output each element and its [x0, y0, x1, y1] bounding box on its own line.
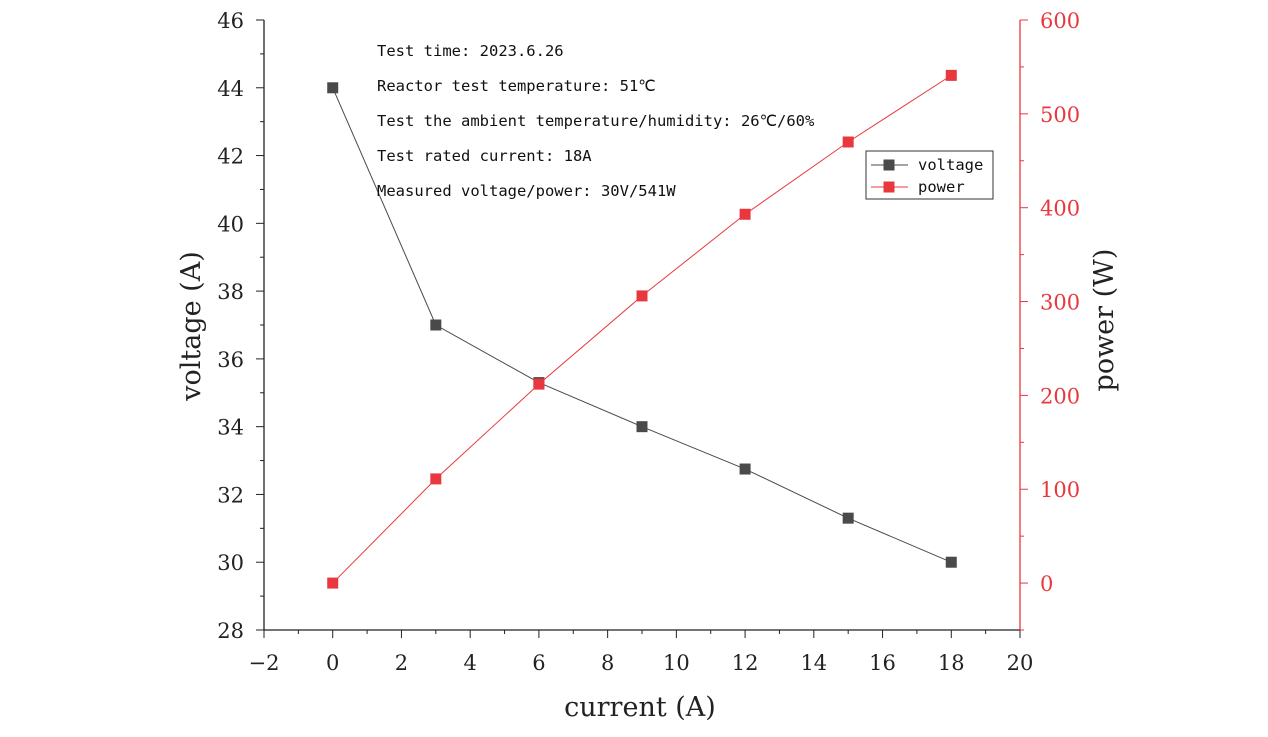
axis-ticks [256, 19, 1028, 638]
y-tick-label: 44 [217, 77, 244, 101]
tick-labels: −2 0 2 4 6 8 10 12 14 16 18 20283032343638404244460… [217, 9, 1080, 675]
series-power-point [636, 290, 648, 302]
x-tick-label: 18 [938, 651, 965, 675]
series-voltage-point [739, 463, 751, 475]
series-voltage-point [327, 82, 339, 94]
y2-tick-label: 400 [1040, 197, 1080, 221]
x-tick-label: 14 [800, 651, 827, 675]
y-tick-label: 38 [217, 280, 244, 304]
series-voltage-point [430, 319, 442, 331]
y2-tick-label: 300 [1040, 291, 1080, 315]
y-tick-label: 34 [217, 416, 244, 440]
y-tick-label: 32 [217, 483, 244, 507]
x-axis-title: current (A) [564, 692, 716, 723]
x-tick-label: 4 [463, 651, 476, 675]
series-voltage-point [842, 512, 854, 524]
y2-tick-label: 0 [1040, 572, 1053, 596]
annotation-rated-current: Test rated current: 18A [377, 147, 592, 165]
y-tick-label: 40 [217, 212, 244, 236]
series-power-point [945, 69, 957, 81]
series-power-point [430, 473, 442, 485]
y-tick-label: 30 [217, 551, 244, 575]
legend-power-label: power [918, 178, 965, 196]
series-power-point [739, 208, 751, 220]
y-axis-title: voltage (A) [176, 251, 207, 402]
series-power-point [327, 577, 339, 589]
legend-voltage-marker [883, 159, 895, 171]
x-tick-label: 10 [663, 651, 690, 675]
y2-tick-label: 500 [1040, 103, 1080, 127]
x-tick-label: 20 [1007, 651, 1034, 675]
series-power-point [842, 136, 854, 148]
x-tick-label: 12 [732, 651, 759, 675]
y2-tick-label: 200 [1040, 384, 1080, 408]
y-tick-label: 46 [217, 9, 244, 33]
axes [263, 20, 1021, 631]
annotation-test-time: Test time: 2023.6.26 [377, 42, 564, 60]
annotation-block: Test time: 2023.6.26 Reactor test temper… [377, 42, 815, 200]
legend: voltage power [865, 150, 994, 200]
x-tick-label: 8 [601, 651, 614, 675]
y2-axis-title: power (W) [1089, 249, 1120, 392]
y-tick-label: 42 [217, 145, 244, 169]
series-power-point [533, 378, 545, 390]
annotation-reactor-temperature: Reactor test temperature: 51℃ [377, 77, 656, 95]
legend-power-marker [883, 181, 895, 193]
x-tick-label: 2 [395, 651, 408, 675]
y-tick-label: 28 [217, 619, 244, 643]
annotation-measured: Measured voltage/power: 30V/541W [377, 182, 676, 200]
series-voltage-point [636, 421, 648, 433]
x-tick-label: 6 [532, 651, 545, 675]
x-tick-label: 0 [326, 651, 339, 675]
y2-tick-label: 100 [1040, 478, 1080, 502]
x-tick-label: −2 [249, 651, 280, 675]
legend-voltage-label: voltage [918, 156, 983, 174]
y-tick-label: 36 [217, 348, 244, 372]
series-layer [327, 69, 957, 589]
annotation-ambient: Test the ambient temperature/humidity: 2… [377, 112, 815, 130]
series-voltage-point [945, 556, 957, 568]
y2-tick-label: 600 [1040, 9, 1080, 33]
x-tick-label: 16 [869, 651, 896, 675]
